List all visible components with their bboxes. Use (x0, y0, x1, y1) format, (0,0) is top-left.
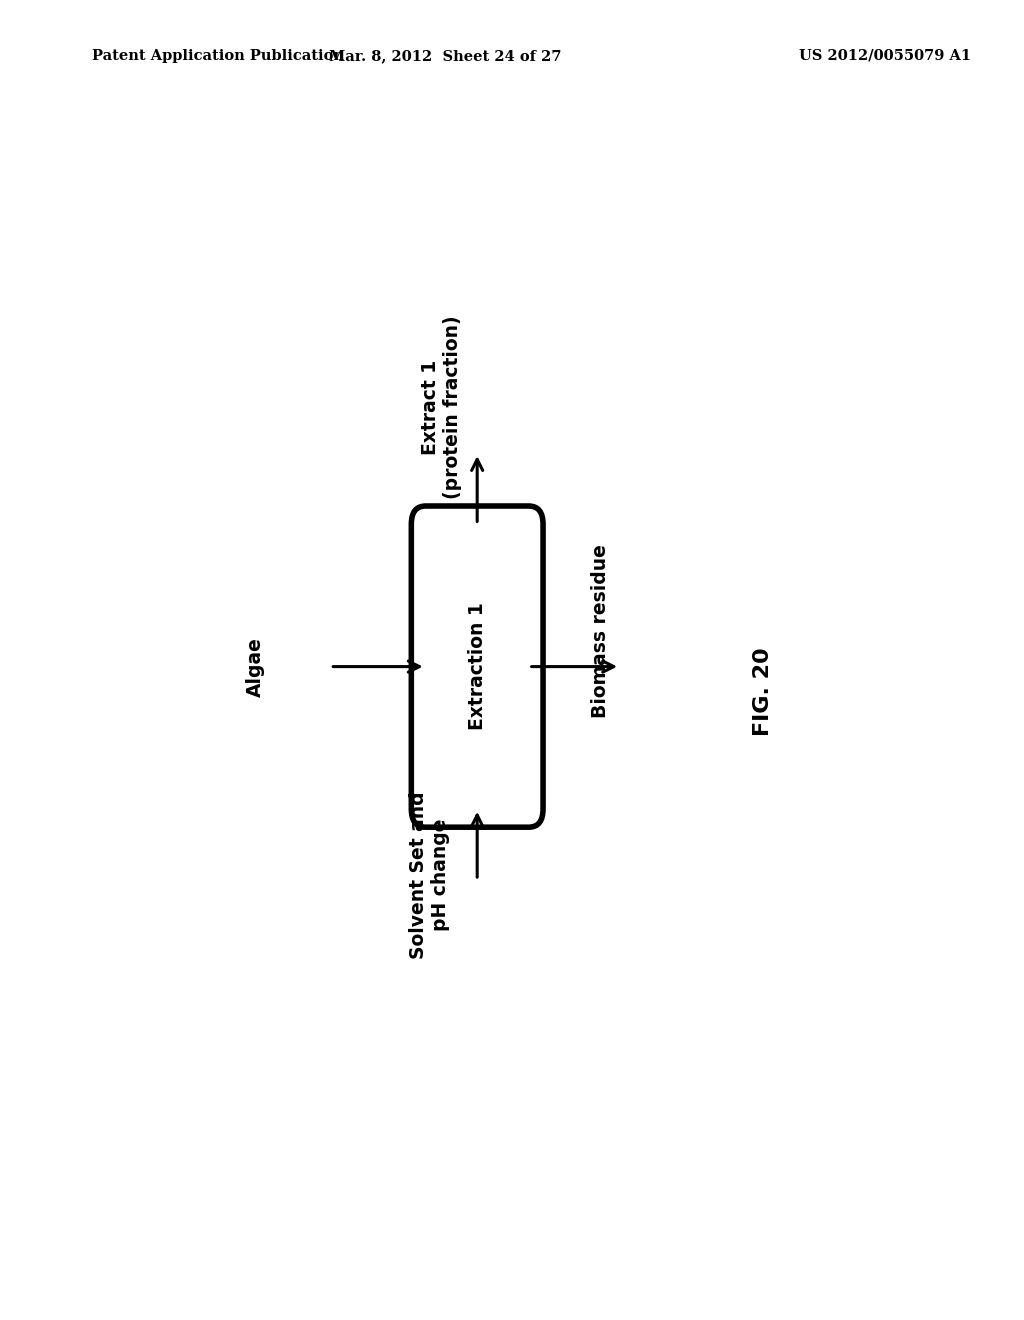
Text: Mar. 8, 2012  Sheet 24 of 27: Mar. 8, 2012 Sheet 24 of 27 (329, 49, 562, 63)
Text: Extraction 1: Extraction 1 (468, 603, 486, 730)
Text: Patent Application Publication: Patent Application Publication (92, 49, 344, 63)
Text: Solvent Set and
pH change: Solvent Set and pH change (409, 791, 451, 958)
Text: Biomass residue: Biomass residue (591, 544, 609, 718)
Text: US 2012/0055079 A1: US 2012/0055079 A1 (799, 49, 971, 63)
Text: Extract 1
(protein fraction): Extract 1 (protein fraction) (421, 315, 462, 499)
Text: Algae: Algae (246, 636, 264, 697)
FancyBboxPatch shape (412, 506, 543, 828)
Text: FIG. 20: FIG. 20 (753, 648, 773, 737)
